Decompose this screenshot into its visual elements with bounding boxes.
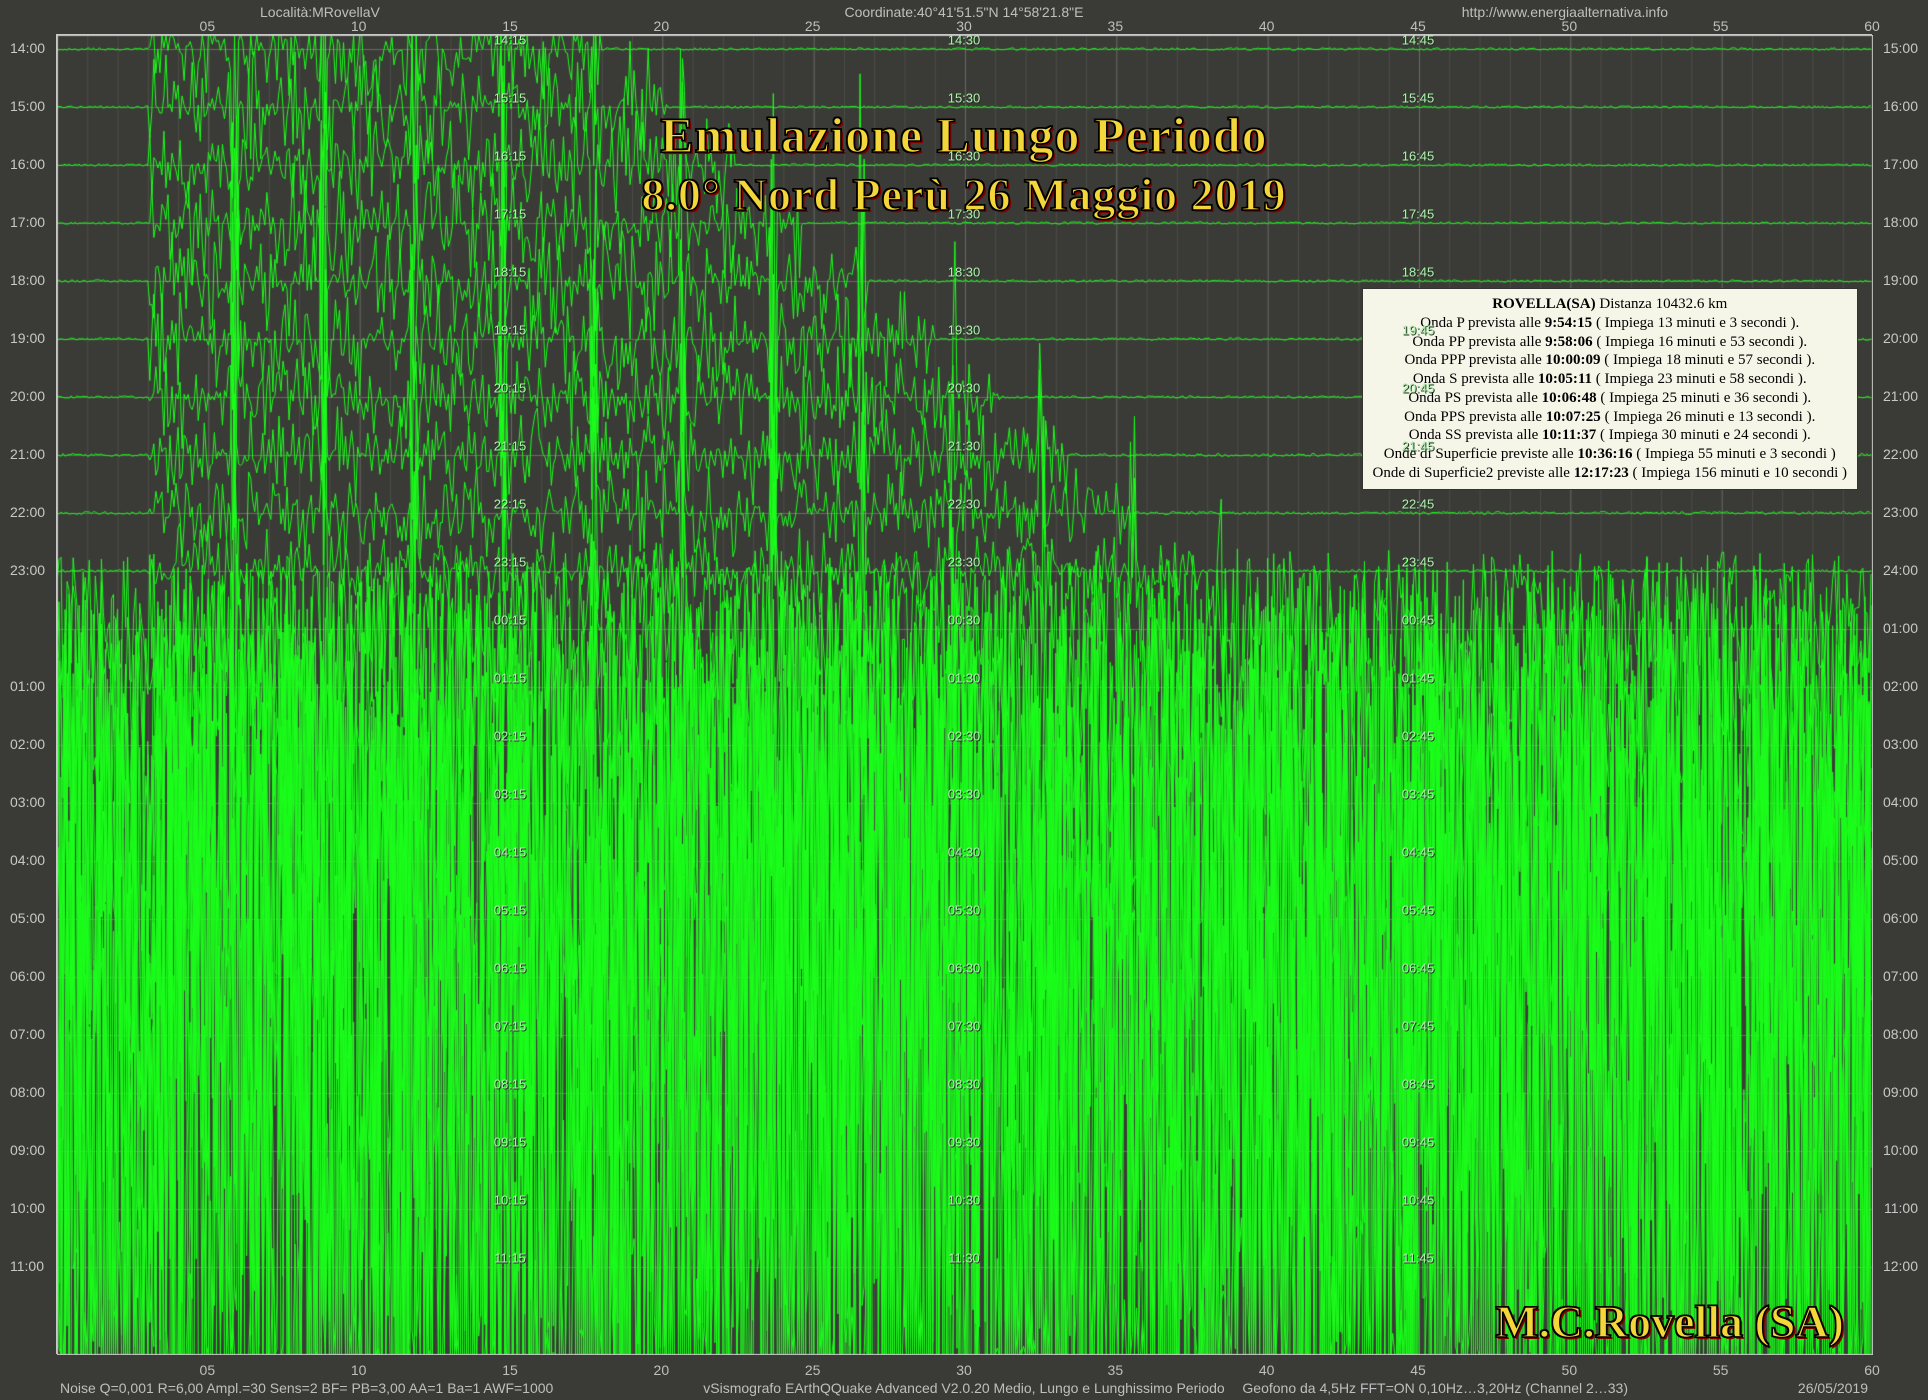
ylabel-left: 16:00 <box>10 156 45 172</box>
ylabel-left: 09:00 <box>10 1142 45 1158</box>
wave-arrival-infobox: ROVELLA(SA) Distanza 10432.6 kmOnda P pr… <box>1362 288 1858 490</box>
ylabel-left: 07:00 <box>10 1026 45 1042</box>
ylabel-left: 14:00 <box>10 40 45 56</box>
xtick-top: 35 <box>1108 18 1124 34</box>
xtick-bot: 45 <box>1410 1362 1426 1378</box>
xtick-bot: 20 <box>654 1362 670 1378</box>
ylabel-right: 05:00 <box>1883 852 1918 868</box>
xtick-top: 55 <box>1713 18 1729 34</box>
xtick-top: 30 <box>956 18 972 34</box>
ylabel-right: 11:00 <box>1884 1200 1918 1216</box>
ylabel-right: 17:00 <box>1883 156 1918 172</box>
xtick-top: 20 <box>654 18 670 34</box>
seismograph-frame: Emulazione Lungo Periodo 8.0° Nord Perù … <box>0 0 1928 1400</box>
ylabel-right: 02:00 <box>1883 678 1918 694</box>
ylabel-left: 17:00 <box>10 214 45 230</box>
ylabel-left: 10:00 <box>10 1200 45 1216</box>
xtick-bot: 30 <box>956 1362 972 1378</box>
ylabel-right: 21:00 <box>1883 388 1918 404</box>
xtick-bot: 15 <box>502 1362 518 1378</box>
ylabel-left: 15:00 <box>10 98 45 114</box>
seismogram-canvas <box>57 35 1873 1355</box>
ylabel-left: 21:00 <box>10 446 45 462</box>
ylabel-left: 23:00 <box>10 562 45 578</box>
ylabel-left: 03:00 <box>10 794 45 810</box>
ylabel-left: 20:00 <box>10 388 45 404</box>
ylabel-left: 01:00 <box>10 678 45 694</box>
ylabel-right: 06:00 <box>1883 910 1918 926</box>
ylabel-right: 19:00 <box>1883 272 1918 288</box>
xtick-top: 25 <box>805 18 821 34</box>
ylabel-left: 22:00 <box>10 504 45 520</box>
xtick-top: 45 <box>1410 18 1426 34</box>
ylabel-right: 12:00 <box>1883 1258 1918 1274</box>
ylabel-right: 07:00 <box>1883 968 1918 984</box>
xtick-bot: 60 <box>1864 1362 1880 1378</box>
ylabel-left: 08:00 <box>10 1084 45 1100</box>
xtick-bot: 35 <box>1108 1362 1124 1378</box>
xtick-top: 05 <box>200 18 216 34</box>
plot-area <box>56 34 1872 1354</box>
ylabel-right: 18:00 <box>1883 214 1918 230</box>
ylabel-left: 19:00 <box>10 330 45 346</box>
ylabel-left: 05:00 <box>10 910 45 926</box>
xtick-bot: 40 <box>1259 1362 1275 1378</box>
ylabel-right: 23:00 <box>1883 504 1918 520</box>
ylabel-right: 22:00 <box>1883 446 1918 462</box>
xtick-top: 40 <box>1259 18 1275 34</box>
ylabel-right: 24:00 <box>1883 562 1918 578</box>
ylabel-left: 11:00 <box>10 1258 44 1274</box>
xtick-bot: 55 <box>1713 1362 1729 1378</box>
xtick-bot: 25 <box>805 1362 821 1378</box>
xtick-bot: 50 <box>1562 1362 1578 1378</box>
footer-center: vSismografo EArthQQuake Advanced V2.0.20… <box>703 1380 1224 1396</box>
xtick-bot: 10 <box>351 1362 367 1378</box>
xtick-top: 10 <box>351 18 367 34</box>
ylabel-left: 18:00 <box>10 272 45 288</box>
xtick-top: 60 <box>1864 18 1880 34</box>
ylabel-right: 08:00 <box>1883 1026 1918 1042</box>
ylabel-right: 15:00 <box>1883 40 1918 56</box>
footer-geofono: Geofono da 4,5Hz FFT=ON 0,10Hz…3,20Hz (C… <box>1242 1380 1628 1396</box>
ylabel-right: 16:00 <box>1883 98 1918 114</box>
title-line-1: Emulazione Lungo Periodo <box>660 106 1267 164</box>
ylabel-left: 04:00 <box>10 852 45 868</box>
ylabel-right: 10:00 <box>1883 1142 1918 1158</box>
ylabel-right: 09:00 <box>1883 1084 1918 1100</box>
ylabel-left: 06:00 <box>10 968 45 984</box>
xtick-top: 50 <box>1562 18 1578 34</box>
ylabel-right: 03:00 <box>1883 736 1918 752</box>
ylabel-right: 01:00 <box>1883 620 1918 636</box>
ylabel-left: 02:00 <box>10 736 45 752</box>
footer-noise: Noise Q=0,001 R=6,00 Ampl.=30 Sens=2 BF=… <box>60 1380 553 1396</box>
xtick-bot: 05 <box>200 1362 216 1378</box>
title-line-2: 8.0° Nord Perù 26 Maggio 2019 <box>641 168 1286 221</box>
ylabel-right: 04:00 <box>1883 794 1918 810</box>
footer-date: 26/05/2019 <box>1798 1380 1868 1396</box>
xtick-top: 15 <box>502 18 518 34</box>
ylabel-right: 20:00 <box>1883 330 1918 346</box>
station-signature: M.C.Rovella (SA) <box>1495 1295 1844 1348</box>
